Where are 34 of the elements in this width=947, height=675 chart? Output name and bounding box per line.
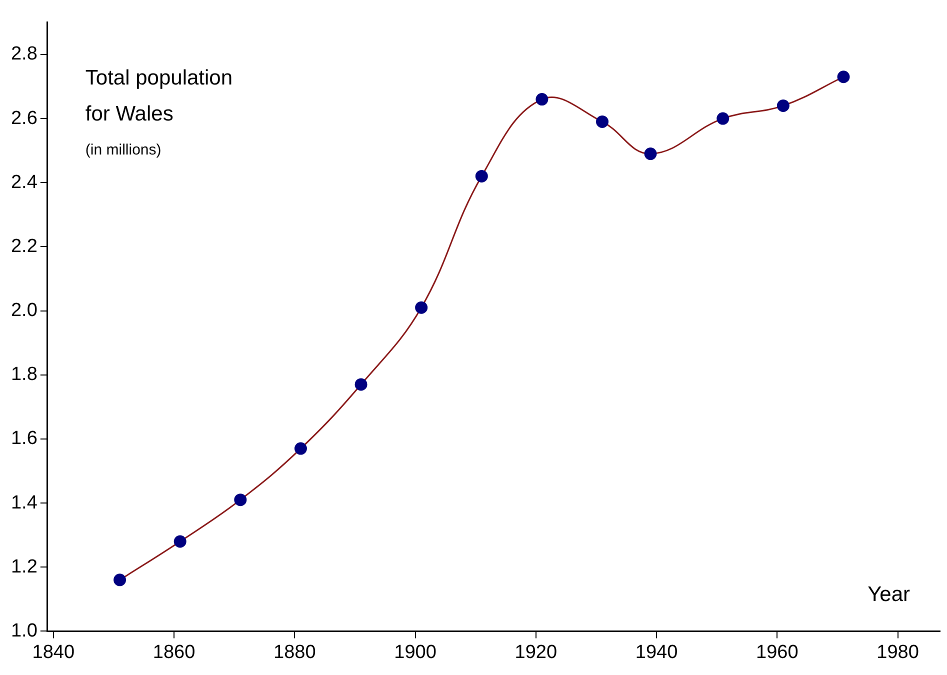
point <box>644 148 657 160</box>
y-tick-label: 2.0 <box>10 300 38 322</box>
x-tick-label: 1940 <box>635 642 678 663</box>
point <box>354 378 368 391</box>
y-tick-label: 2.8 <box>10 44 38 65</box>
y-tick-label: 1.6 <box>10 428 38 450</box>
point <box>234 494 247 506</box>
y-tick-label: 2.2 <box>10 236 38 257</box>
point <box>114 574 126 586</box>
x-tick-label: 1960 <box>756 642 798 663</box>
y-tick-label: 2.6 <box>10 108 38 129</box>
text: Total population for Wales <box>85 66 233 126</box>
x-tick-label: 1860 <box>152 642 196 663</box>
x-tick-label: 1880 <box>274 642 316 663</box>
x-tick-label: 1920 <box>514 642 558 663</box>
y-tick-label: 1.2 <box>10 556 38 578</box>
point <box>716 112 730 125</box>
y-tick-label: 1.4 <box>10 492 38 514</box>
x-tick-label: 1900 <box>394 642 436 663</box>
point <box>294 442 307 455</box>
point <box>837 70 850 84</box>
point <box>776 99 790 112</box>
point <box>475 170 488 182</box>
y-tick-label: 1.8 <box>10 364 38 386</box>
text: (in millions) <box>85 141 162 158</box>
x-axis-title: Year <box>868 583 910 606</box>
x-tick-label: 1980 <box>876 642 919 663</box>
point <box>596 115 609 128</box>
point <box>536 93 548 106</box>
x-tick-label: 1840 <box>32 642 75 663</box>
y-tick-label: 1.0 <box>10 620 38 642</box>
point <box>415 301 428 314</box>
point <box>174 535 186 548</box>
y-tick-label: 2.4 <box>10 172 38 193</box>
